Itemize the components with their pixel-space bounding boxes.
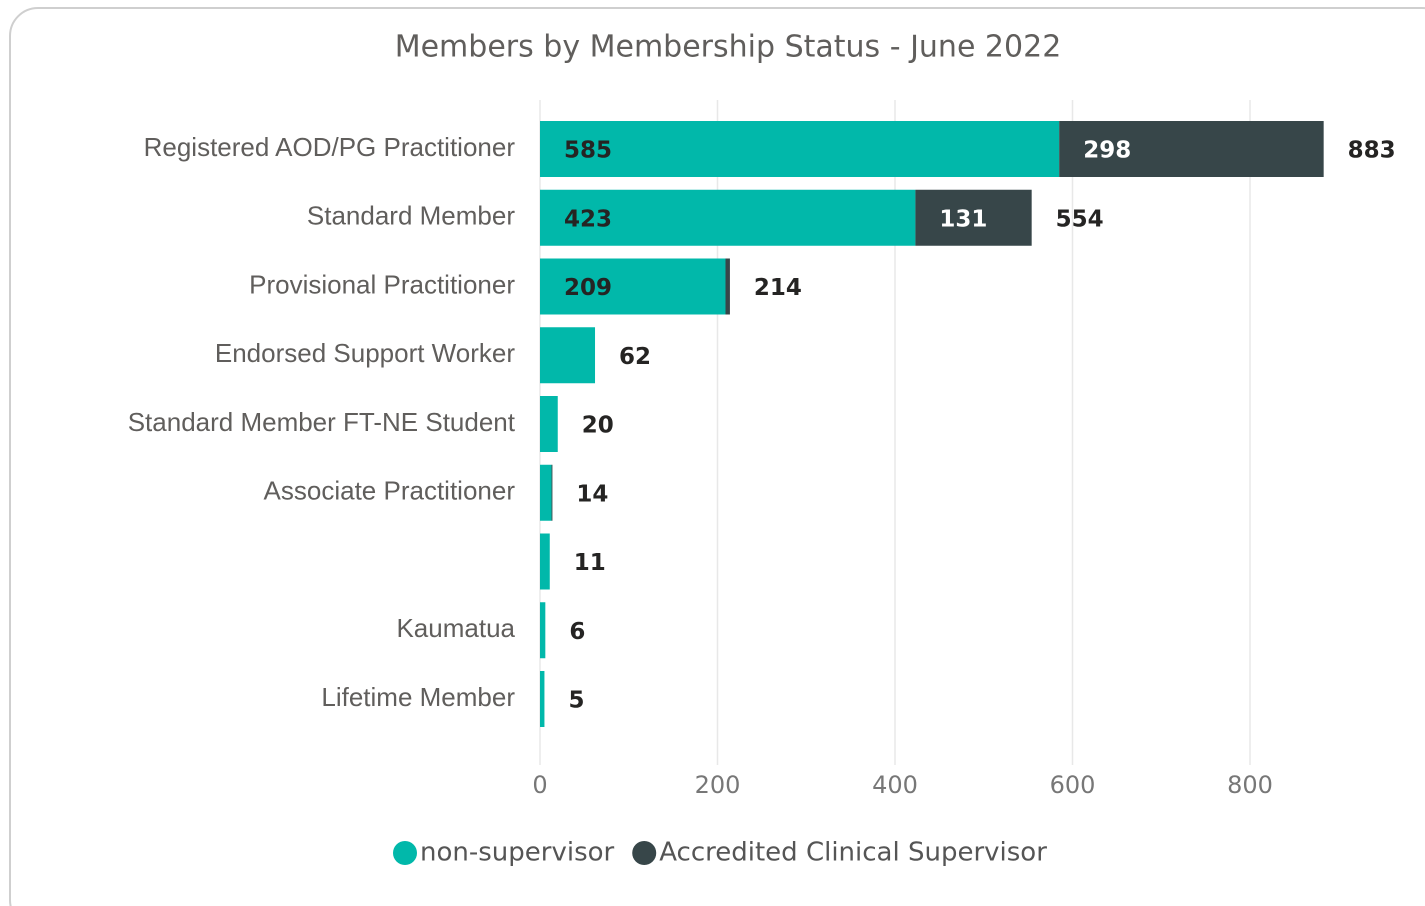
- category-label: Provisional Practitioner: [249, 269, 515, 299]
- x-tick-label: 600: [1050, 771, 1096, 799]
- total-label: 11: [574, 550, 606, 576]
- data-label: 131: [939, 206, 987, 232]
- total-label: 20: [582, 413, 614, 439]
- bar-segment: [540, 602, 546, 659]
- total-label: 62: [619, 344, 651, 370]
- bar-segment: [1059, 121, 1324, 177]
- x-tick-label: 0: [532, 771, 547, 799]
- x-tick-label: 400: [872, 771, 918, 799]
- bar-segment: [540, 327, 596, 384]
- total-label: 14: [576, 481, 608, 507]
- category-label: Registered AOD/PG Practitioner: [144, 132, 516, 162]
- bar-segment: [551, 464, 553, 521]
- bar-segment: [540, 396, 558, 452]
- category-label: Endorsed Support Worker: [215, 338, 515, 368]
- bar-segment: [540, 121, 1060, 177]
- total-label: 214: [754, 275, 802, 301]
- total-label: 883: [1348, 138, 1396, 164]
- x-tick-label: 200: [695, 771, 741, 799]
- data-label: 209: [564, 275, 612, 301]
- legend-marker: [393, 841, 417, 865]
- data-label: 423: [564, 206, 612, 232]
- bar-segment: [915, 189, 1032, 246]
- legend-label: non-supervisor: [420, 838, 615, 868]
- bar-segment: [540, 671, 545, 727]
- total-label: 554: [1056, 206, 1104, 232]
- legend-label: Accredited Clinical Supervisor: [659, 838, 1047, 868]
- total-label: 6: [569, 619, 585, 645]
- category-label: Kaumatua: [396, 613, 515, 643]
- data-label: 298: [1083, 138, 1131, 164]
- bar-segment: [540, 189, 916, 246]
- chart-title: Members by Membership Status - June 2022: [395, 30, 1062, 65]
- total-label: 5: [568, 688, 584, 714]
- data-label: 585: [564, 138, 612, 164]
- category-label: Lifetime Member: [321, 682, 515, 712]
- bar-segment: [540, 464, 552, 521]
- bar-segment: [540, 258, 726, 315]
- bar-segment: [540, 533, 550, 590]
- bar-segment: [725, 258, 730, 315]
- category-label: Standard Member FT-NE Student: [128, 407, 516, 437]
- legend-marker: [632, 841, 657, 865]
- category-label: Standard Member: [307, 201, 515, 231]
- category-label: Associate Practitioner: [264, 476, 516, 506]
- x-tick-label: 800: [1227, 771, 1273, 799]
